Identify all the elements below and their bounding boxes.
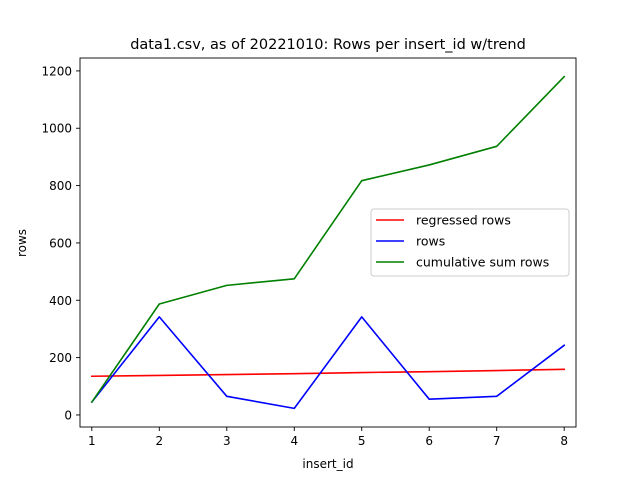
series-layer	[90, 75, 566, 410]
series-line-1	[90, 316, 566, 410]
y-tick-label: 400	[49, 294, 72, 308]
legend-label-0: regressed rows	[416, 213, 511, 228]
x-tick-label: 3	[223, 434, 231, 448]
x-tick-label: 5	[358, 434, 366, 448]
x-axis-label: insert_id	[302, 457, 353, 471]
y-tick-label: 800	[49, 179, 72, 193]
y-tick-label: 600	[49, 236, 72, 250]
x-tick-label: 1	[88, 434, 96, 448]
legend-label-2: cumulative sum rows	[416, 255, 549, 270]
series-line-2	[90, 75, 566, 404]
x-tick-label: 2	[155, 434, 163, 448]
legend-label-1: rows	[416, 234, 445, 249]
y-axis-label: rows	[15, 229, 29, 257]
x-tick-label: 4	[290, 434, 298, 448]
axes-layer: 1 2 3 4 5 6 7 8 0 200 400 600 800 1000 1200	[41, 57, 577, 448]
series-line-0	[90, 368, 566, 378]
y-tick-label: 0	[64, 408, 72, 422]
x-tick-label: 6	[425, 434, 433, 448]
legend-box	[370, 208, 570, 277]
y-tick-label: 200	[49, 351, 72, 365]
x-tick-label: 8	[560, 434, 568, 448]
legend: regressed rows rows cumulative sum rows	[370, 208, 570, 277]
y-tick-label: 1200	[41, 64, 72, 78]
x-tick-label: 7	[493, 434, 501, 448]
y-tick-label: 1000	[41, 122, 72, 136]
chart-title: data1.csv, as of 20221010: Rows per inse…	[130, 37, 526, 53]
